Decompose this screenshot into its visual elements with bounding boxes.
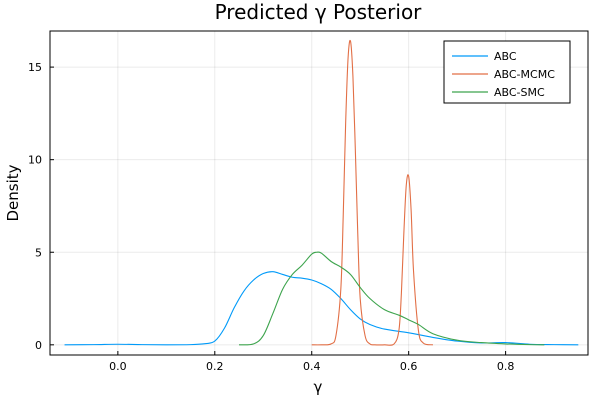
x-tick-label: 0.8 xyxy=(497,360,515,373)
legend-label-abc-mcmc: ABC-MCMC xyxy=(494,68,555,81)
x-tick-label: 0.2 xyxy=(206,360,224,373)
x-tick-label: 0.6 xyxy=(400,360,418,373)
legend-label-abc-smc: ABC-SMC xyxy=(494,86,545,99)
x-tick-label: 0.4 xyxy=(303,360,321,373)
y-axis-label: Density xyxy=(4,164,22,221)
chart-title: Predicted γ Posterior xyxy=(215,0,423,24)
y-tick-label: 10 xyxy=(28,154,42,167)
legend-box xyxy=(443,40,571,104)
y-tick-label: 15 xyxy=(28,61,42,74)
plot-frame xyxy=(49,30,589,356)
axis-ticks: 0.0 0.2 0.4 0.6 0.8 0 5 10 15 xyxy=(28,61,514,373)
x-axis-label: γ xyxy=(314,378,323,396)
series-line-abc xyxy=(64,271,579,346)
x-tick-label: 0.0 xyxy=(109,360,127,373)
series-line-abc-mcmc xyxy=(311,39,434,346)
y-tick-label: 5 xyxy=(35,246,42,259)
series-lines xyxy=(64,39,579,346)
legend-label-abc: ABC xyxy=(494,50,517,63)
y-tick-label: 0 xyxy=(35,339,42,352)
series-line-abc-smc xyxy=(238,251,545,346)
legend: ABC ABC-MCMC ABC-SMC xyxy=(443,40,571,104)
